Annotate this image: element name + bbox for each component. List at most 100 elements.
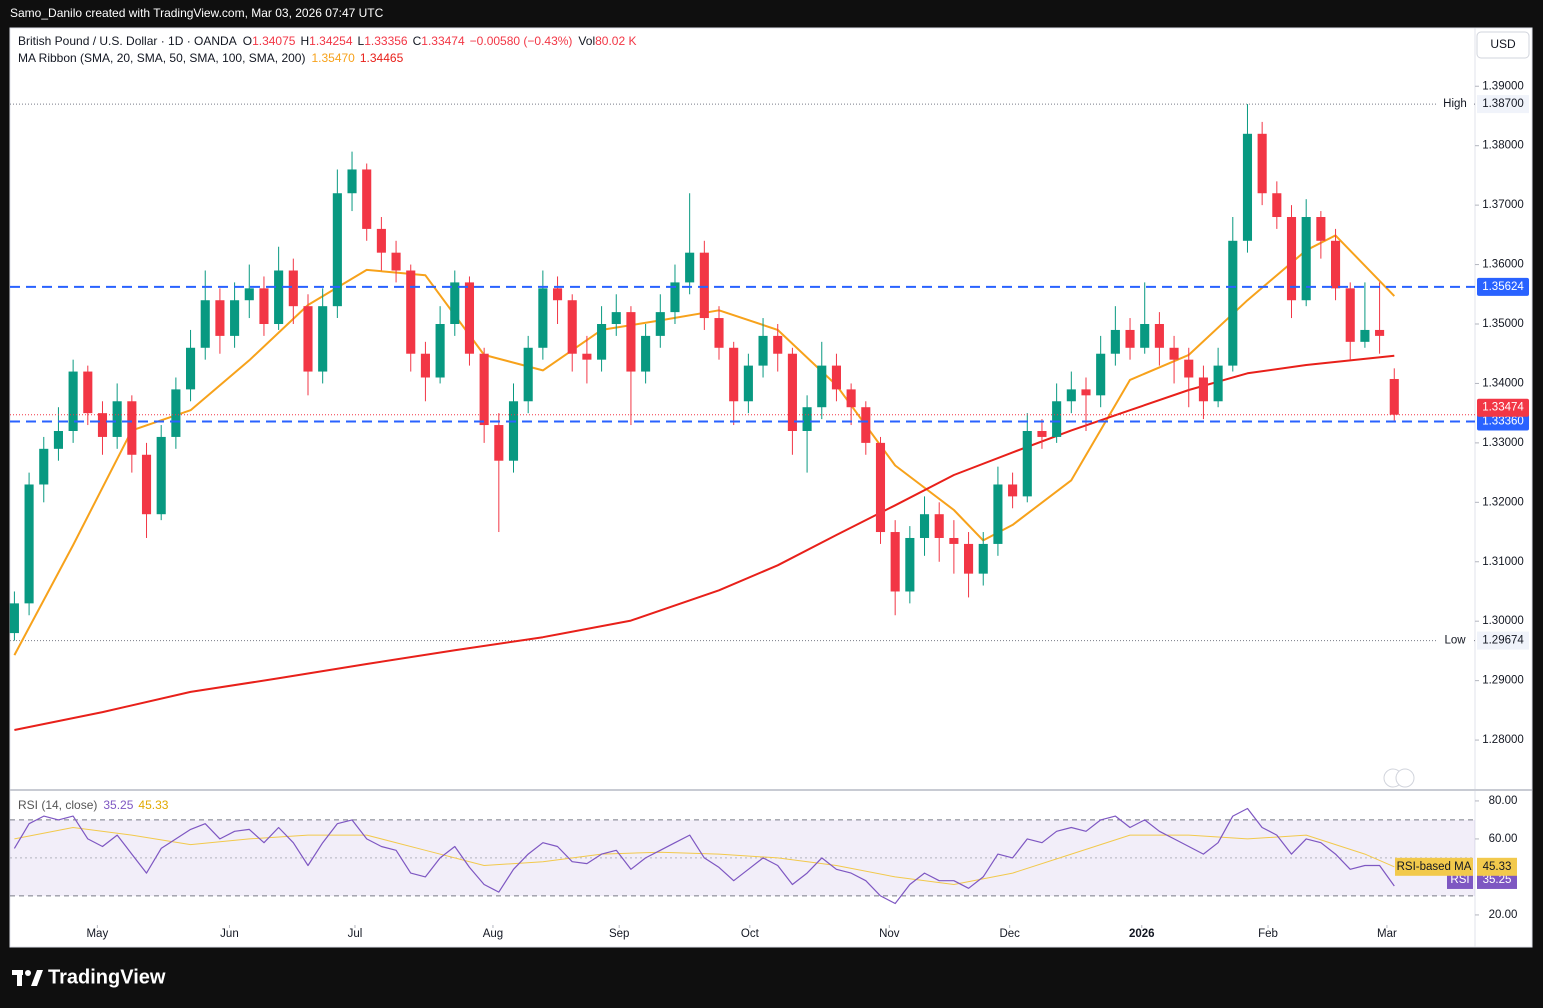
ohlc-value: 1.34075: [252, 34, 296, 48]
currency-label[interactable]: USD: [1490, 37, 1516, 51]
candle-body: [97, 413, 108, 437]
candle-body: [1008, 484, 1018, 497]
candle-body: [288, 270, 298, 307]
candle-body: [230, 300, 240, 336]
series-value: 35.25: [1483, 874, 1512, 886]
y-tick-label: 1.39000: [1482, 80, 1524, 92]
candle-body: [934, 514, 944, 538]
candle-body: [552, 288, 563, 301]
y-tick-label: 60.00: [1489, 833, 1518, 845]
candle-body: [523, 347, 533, 402]
ohlc-label: C: [413, 34, 422, 48]
moving-average-line: [14, 354, 1395, 731]
candle-body: [376, 228, 386, 253]
volume-value: 80.02 K: [595, 34, 636, 48]
y-tick-label: 1.35000: [1482, 318, 1524, 330]
candle-body: [1286, 217, 1297, 301]
y-tick-label: 1.36000: [1482, 259, 1524, 271]
y-tick-label: 1.30000: [1482, 615, 1524, 627]
ohlc-label: L: [358, 34, 365, 48]
candle-body: [743, 365, 753, 402]
series-value: 45.33: [1483, 861, 1512, 873]
price-legend: British Pound / U.S. Dollar · 1D · OANDA…: [18, 34, 636, 48]
x-tick-label: Sep: [609, 928, 629, 940]
y-tick-label: 1.32000: [1482, 496, 1524, 508]
series-name-box: [1395, 857, 1473, 876]
candle-body: [846, 389, 856, 408]
candle-body: [773, 335, 783, 354]
x-tick-label: Jun: [220, 928, 239, 940]
candle-body: [24, 484, 34, 604]
y-tick-label: 1.38000: [1482, 140, 1524, 152]
candle-body: [200, 300, 210, 348]
currency-button[interactable]: [1476, 31, 1530, 59]
candle-body: [714, 318, 724, 348]
brand-logo: [12, 970, 43, 986]
extreme-name-box: [1438, 631, 1472, 650]
ohlc-label: H: [300, 34, 309, 48]
candle-body: [641, 335, 651, 372]
candle-body: [802, 407, 812, 431]
candle-body: [1389, 378, 1399, 415]
candle-body: [494, 425, 504, 461]
ma-label: MA Ribbon (SMA, 20, SMA, 50, SMA, 100, S…: [18, 51, 305, 65]
candle-body: [1037, 430, 1047, 437]
candle-body: [127, 401, 137, 455]
candle-body: [420, 353, 430, 378]
candle-body: [39, 448, 49, 485]
extreme-value-box: [1477, 631, 1529, 650]
candle-body: [1330, 240, 1341, 289]
candle-body: [362, 169, 372, 229]
candle-body: [83, 371, 93, 414]
extreme-name-box: [1438, 95, 1472, 114]
ohlc-value: 1.33356: [364, 34, 408, 48]
change: −0.00580 (−0.43%): [470, 34, 573, 48]
candle-body: [949, 537, 959, 544]
price-label-box: [1477, 277, 1529, 296]
candle-body: [53, 430, 63, 449]
extreme-value: 1.38700: [1482, 98, 1524, 110]
flag-icons: [1383, 768, 1415, 788]
candle-body: [1198, 377, 1208, 402]
candle-body: [582, 353, 592, 360]
candle-body: [831, 365, 841, 390]
candle-body: [479, 353, 489, 426]
candle-body: [9, 603, 19, 634]
candle-body: [699, 252, 709, 319]
y-tick-label: 1.31000: [1482, 556, 1524, 568]
candle-body: [1184, 359, 1194, 378]
x-tick-label: Aug: [483, 928, 503, 940]
candle-body: [538, 288, 548, 348]
logo-shape: [17, 970, 22, 986]
ohlc-label: O: [243, 34, 252, 48]
plot: 1.28000 1.29000 1.30000 1.31000 1.32000 1.330…: [9, 80, 1529, 940]
author-line: Samo_Danilo created with TradingView.com…: [10, 6, 384, 20]
rsi-title: RSI (14, close): [18, 798, 97, 812]
candle-body: [464, 282, 475, 354]
candle-body: [1213, 365, 1223, 402]
x-tick-label: May: [86, 928, 108, 940]
candle-body: [274, 270, 284, 325]
y-tick-label: 1.29000: [1482, 675, 1524, 687]
candle-body: [450, 282, 460, 325]
candle-body: [993, 484, 1003, 544]
ma-value: 1.35470: [311, 51, 355, 65]
extreme-name: Low: [1444, 635, 1466, 647]
candle-body: [919, 514, 930, 538]
ohlc-value: 1.33474: [421, 34, 465, 48]
candle-body: [1228, 240, 1238, 366]
candle-body: [787, 353, 797, 431]
candle-body: [597, 324, 607, 360]
candle-body: [1022, 430, 1032, 497]
candle-body: [890, 532, 900, 592]
flag-icon: [1395, 768, 1415, 788]
y-tick-label: 1.33000: [1482, 437, 1524, 449]
candle-body: [259, 288, 269, 325]
rsi-ma-value: 45.33: [138, 798, 168, 812]
candle-body: [817, 365, 827, 408]
candle-body: [303, 306, 313, 372]
x-tick-label: 2026: [1129, 928, 1155, 940]
series-name: RSI-based MA: [1397, 861, 1472, 873]
candle-body: [905, 537, 915, 592]
